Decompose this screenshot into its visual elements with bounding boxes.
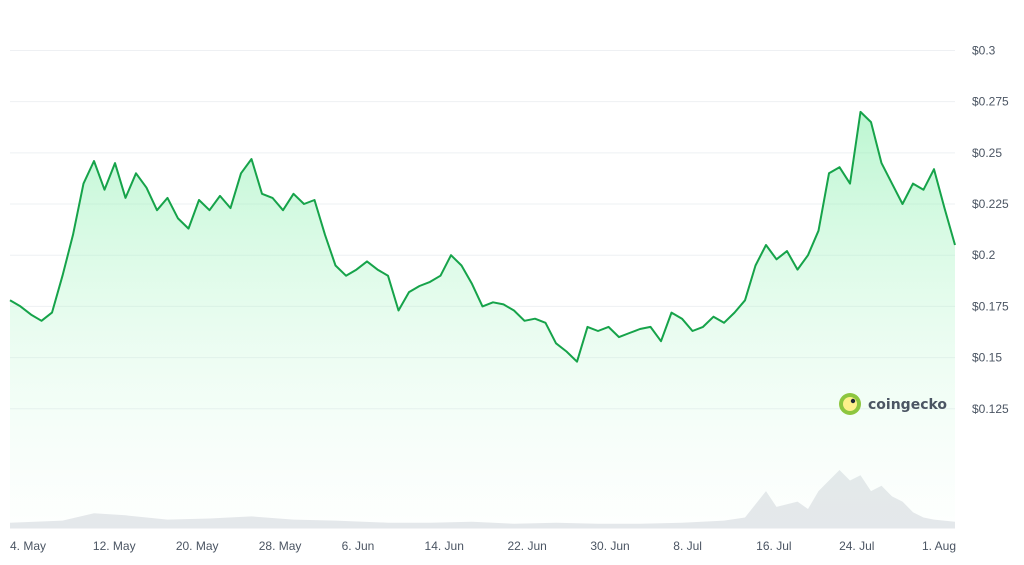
x-tick-label: 30. Jun xyxy=(590,539,629,553)
y-tick-label: $0.175 xyxy=(972,299,1009,313)
brand-name: coingecko xyxy=(868,397,947,413)
x-tick-label: 22. Jun xyxy=(507,539,546,553)
y-tick-label: $0.2 xyxy=(972,248,996,262)
x-tick-label: 12. May xyxy=(93,539,136,553)
gecko-logo-icon xyxy=(839,393,861,415)
y-tick-label: $0.225 xyxy=(972,197,1009,211)
x-tick-label: 24. Jul xyxy=(839,539,874,553)
price-line xyxy=(9,110,956,363)
y-tick-label: $0.275 xyxy=(972,95,1009,109)
y-tick-label: $0.15 xyxy=(972,351,1002,365)
x-tick-label: 20. May xyxy=(176,539,219,553)
coingecko-watermark: coingecko xyxy=(839,393,947,415)
x-axis-ticks: 4. May 12. May 20. May 28. May 6. Jun 14. Jun… xyxy=(10,539,956,553)
y-tick-label: $0.125 xyxy=(972,402,1009,416)
x-tick-label: 16. Jul xyxy=(756,539,791,553)
x-tick-label: 14. Jun xyxy=(425,539,464,553)
x-tick-label: 1. Aug xyxy=(922,539,956,553)
y-tick-label: $0.3 xyxy=(972,43,996,57)
x-tick-label: 4. May xyxy=(10,539,46,553)
price-area-fill xyxy=(10,111,955,529)
x-tick-label: 8. Jul xyxy=(673,539,702,553)
x-tick-label: 28. May xyxy=(259,539,302,553)
y-axis-ticks: $0.3 $0.275 $0.25 $0.225 $0.2 $0.175 $0.15 $0.1… xyxy=(972,43,1009,415)
y-tick-label: $0.25 xyxy=(972,146,1002,160)
x-tick-label: 6. Jun xyxy=(342,539,375,553)
